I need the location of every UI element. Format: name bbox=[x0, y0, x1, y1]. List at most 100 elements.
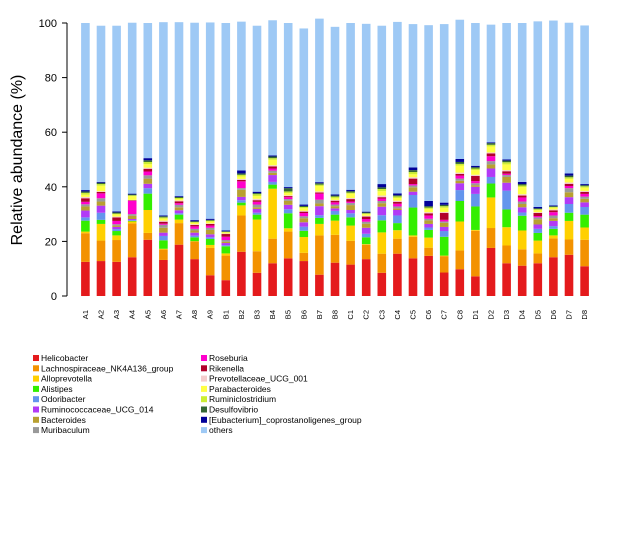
bar-segment bbox=[237, 173, 246, 175]
bar-segment bbox=[252, 198, 262, 201]
bar-segment bbox=[502, 176, 511, 183]
bar-segment bbox=[439, 255, 449, 257]
bar-segment bbox=[346, 189, 355, 192]
bar-segment bbox=[268, 159, 277, 166]
bar-segment bbox=[127, 219, 137, 221]
bar-segment bbox=[252, 212, 262, 215]
bar-segment bbox=[299, 218, 309, 223]
bar-segment bbox=[346, 213, 355, 218]
bar-segment bbox=[112, 240, 121, 262]
bar-segment bbox=[96, 198, 106, 202]
bar-segment bbox=[299, 222, 309, 227]
bar-segment bbox=[346, 210, 355, 214]
bar-segment bbox=[361, 227, 371, 234]
bar-segment bbox=[517, 23, 527, 182]
bar-segment bbox=[299, 208, 309, 211]
bar-segment bbox=[471, 165, 480, 168]
bar-segment bbox=[112, 25, 121, 212]
bar-segment bbox=[439, 213, 449, 220]
bar-segment bbox=[127, 223, 137, 258]
bar-segment bbox=[221, 231, 231, 232]
bar-segment bbox=[283, 258, 293, 296]
bar-segment bbox=[205, 218, 215, 220]
bar-segment bbox=[346, 199, 355, 202]
bar-segment bbox=[221, 255, 231, 281]
bar-segment bbox=[143, 160, 153, 162]
bar-segment bbox=[377, 184, 387, 188]
bar-segment bbox=[549, 235, 558, 239]
bar-segment bbox=[517, 185, 527, 188]
legend-swatch bbox=[201, 365, 207, 372]
bar-segment bbox=[143, 167, 153, 169]
bar-segment bbox=[127, 201, 137, 215]
bar-segment bbox=[361, 214, 371, 216]
bar-segment bbox=[564, 175, 574, 178]
bar-segment bbox=[408, 194, 418, 208]
x-tick-label: B6 bbox=[299, 310, 308, 319]
legend-label: Lachnospiraceae_NK4A136_group bbox=[41, 363, 174, 373]
bar-segment bbox=[315, 182, 324, 184]
bar-segment bbox=[439, 206, 449, 208]
bar-segment bbox=[268, 184, 277, 189]
bar-segment bbox=[486, 146, 496, 153]
bar-segment bbox=[268, 175, 277, 182]
bar-segment bbox=[283, 213, 293, 229]
bar-segment bbox=[159, 220, 168, 222]
bar-segment bbox=[81, 231, 90, 234]
legend-swatch bbox=[33, 365, 39, 372]
bar-segment bbox=[564, 192, 574, 198]
bar-segment bbox=[268, 158, 277, 160]
bar-segment bbox=[205, 221, 215, 224]
legend-swatch bbox=[201, 427, 207, 434]
bar-segment bbox=[190, 230, 199, 233]
legend-label: Rikenella bbox=[209, 363, 244, 373]
bar-segment bbox=[237, 215, 246, 252]
bar-segment bbox=[486, 144, 496, 147]
bar-segment bbox=[299, 28, 309, 205]
bar-segment bbox=[112, 229, 121, 232]
bar-segment bbox=[174, 196, 184, 198]
bar-segment bbox=[237, 179, 246, 182]
bar-segment bbox=[315, 185, 324, 192]
bar-segment bbox=[393, 208, 402, 211]
bar-segment bbox=[408, 185, 418, 188]
bar-segment bbox=[580, 193, 589, 197]
bar-segment bbox=[330, 210, 340, 215]
bar-segment bbox=[252, 196, 262, 199]
bar-segment bbox=[502, 162, 511, 165]
bar-segment bbox=[455, 19, 465, 159]
bar-segment bbox=[471, 186, 480, 194]
bar-segment bbox=[439, 207, 449, 212]
bar-segment bbox=[533, 207, 543, 209]
bar-segment bbox=[424, 255, 433, 296]
bar-segment bbox=[205, 237, 215, 239]
bar-segment bbox=[237, 170, 246, 174]
bar-segment bbox=[112, 225, 121, 227]
bar-segment bbox=[549, 210, 558, 213]
bar-segment bbox=[96, 191, 106, 192]
bar-segment bbox=[346, 264, 355, 296]
bar-segment bbox=[502, 190, 511, 210]
bar-segment bbox=[252, 251, 262, 273]
bar-segment bbox=[221, 233, 231, 235]
bar-segment bbox=[486, 247, 496, 296]
bar-segment bbox=[127, 193, 137, 195]
bar-segment bbox=[127, 215, 137, 220]
bar-segment bbox=[471, 185, 480, 187]
bar-segment bbox=[502, 23, 511, 160]
x-tick-label: B8 bbox=[331, 310, 340, 319]
bar-segment bbox=[268, 263, 277, 296]
bar-segment bbox=[330, 26, 340, 195]
bar-segment bbox=[174, 213, 184, 215]
bar-segment bbox=[424, 213, 433, 216]
legend: HelicobacterLachnospiraceae_NK4A136_grou… bbox=[33, 353, 362, 435]
legend-swatch bbox=[201, 375, 207, 382]
bar-segment bbox=[346, 23, 355, 190]
bar-segment bbox=[190, 237, 199, 242]
bar-segment bbox=[549, 205, 558, 207]
bar-segment bbox=[283, 231, 293, 259]
bar-segment bbox=[533, 21, 543, 207]
x-axis-tick-labels: A1 A2 A3 A4 A5 A6 A7 A8 A9 B1 B2 B3 B4 B5 B6 B7 B8 C1 C2 C3… bbox=[81, 310, 589, 320]
bar-segment bbox=[361, 212, 371, 214]
legend-label: Bacteroides bbox=[41, 415, 86, 425]
